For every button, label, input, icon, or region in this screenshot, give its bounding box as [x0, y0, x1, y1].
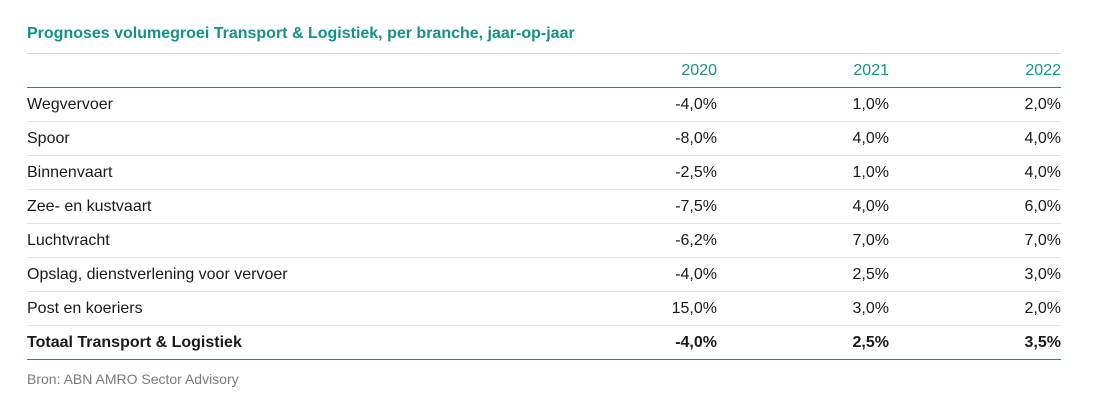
value-2022: 7,0%: [889, 223, 1061, 258]
value-2021: 1,0%: [717, 87, 889, 122]
total-value-2020: -4,0%: [547, 325, 717, 360]
total-row: Totaal Transport & Logistiek -4,0% 2,5% …: [27, 325, 1061, 360]
value-2021: 7,0%: [717, 223, 889, 258]
column-header-2021: 2021: [717, 54, 889, 88]
header-row: 2020 2021 2022: [27, 54, 1061, 88]
table-row: Zee- en kustvaart -7,5% 4,0% 6,0%: [27, 189, 1061, 224]
row-label: Post en koeriers: [27, 291, 547, 326]
value-2020: -2,5%: [547, 155, 717, 190]
row-label: Spoor: [27, 121, 547, 156]
value-2020: -4,0%: [547, 87, 717, 122]
value-2021: 3,0%: [717, 291, 889, 326]
value-2022: 2,0%: [889, 291, 1061, 326]
value-2022: 2,0%: [889, 87, 1061, 122]
value-2020: -6,2%: [547, 223, 717, 258]
table-row: Binnenvaart -2,5% 1,0% 4,0%: [27, 155, 1061, 190]
row-label: Zee- en kustvaart: [27, 189, 547, 224]
value-2022: 4,0%: [889, 121, 1061, 156]
row-label: Luchtvracht: [27, 223, 547, 258]
table-title: Prognoses volumegroei Transport & Logist…: [27, 25, 575, 42]
table-row: Luchtvracht -6,2% 7,0% 7,0%: [27, 223, 1061, 258]
value-2020: 15,0%: [547, 291, 717, 326]
row-label: Wegvervoer: [27, 87, 547, 122]
value-2020: -8,0%: [547, 121, 717, 156]
value-2021: 2,5%: [717, 257, 889, 292]
source-note: Bron: ABN AMRO Sector Advisory: [27, 371, 239, 387]
table-row: Opslag, dienstverlening voor vervoer -4,…: [27, 257, 1061, 292]
total-label: Totaal Transport & Logistiek: [27, 325, 547, 360]
forecast-table: 2020 2021 2022 Wegvervoer -4,0% 1,0% 2,0…: [27, 54, 1061, 360]
header-label-cell: [27, 54, 547, 88]
value-2022: 6,0%: [889, 189, 1061, 224]
column-header-2022: 2022: [889, 54, 1061, 88]
total-value-2022: 3,5%: [889, 325, 1061, 360]
column-header-2020: 2020: [547, 54, 717, 88]
table-row: Post en koeriers 15,0% 3,0% 2,0%: [27, 291, 1061, 326]
row-label: Opslag, dienstverlening voor vervoer: [27, 257, 547, 292]
value-2021: 4,0%: [717, 189, 889, 224]
top-divider: [27, 53, 1061, 54]
value-2021: 1,0%: [717, 155, 889, 190]
value-2021: 4,0%: [717, 121, 889, 156]
table-row: Spoor -8,0% 4,0% 4,0%: [27, 121, 1061, 156]
row-label: Binnenvaart: [27, 155, 547, 190]
value-2022: 4,0%: [889, 155, 1061, 190]
total-value-2021: 2,5%: [717, 325, 889, 360]
value-2020: -7,5%: [547, 189, 717, 224]
value-2022: 3,0%: [889, 257, 1061, 292]
value-2020: -4,0%: [547, 257, 717, 292]
table-row: Wegvervoer -4,0% 1,0% 2,0%: [27, 87, 1061, 122]
